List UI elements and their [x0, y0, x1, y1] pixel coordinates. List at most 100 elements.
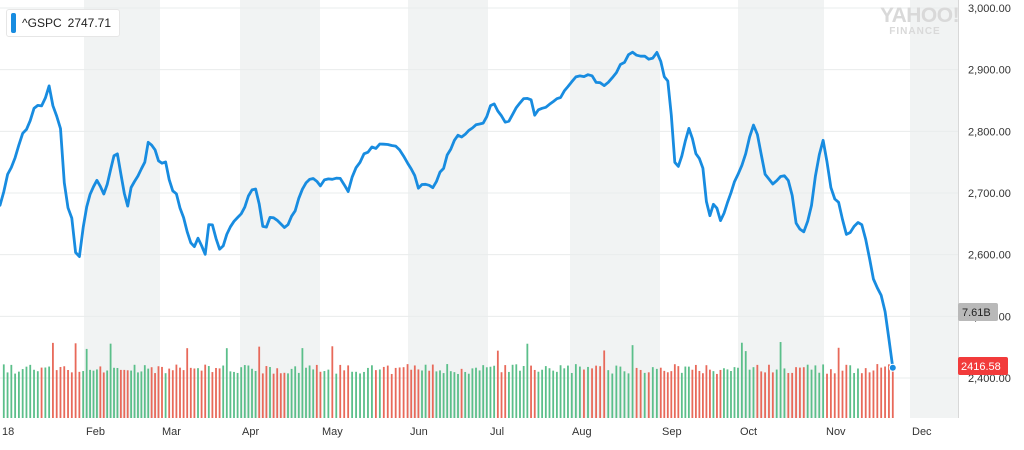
volume-bar	[496, 350, 499, 418]
volume-bar	[515, 364, 518, 418]
volume-bar	[327, 369, 330, 418]
volume-bar	[59, 366, 62, 418]
yahoo-finance-logo: YAHOO! FINANCE	[880, 5, 960, 37]
volume-bar	[331, 346, 334, 418]
volume-bar	[482, 365, 485, 418]
month-band	[910, 0, 958, 418]
volume-bar	[639, 369, 642, 418]
volume-bar	[312, 369, 315, 418]
volume-bar	[698, 370, 701, 418]
y-tick-label: 3,000.00	[968, 3, 1011, 15]
volume-bar	[453, 372, 456, 418]
volume-bar	[659, 367, 662, 418]
volume-bar	[555, 371, 558, 418]
volume-bar	[335, 373, 338, 418]
y-tick-label: 2,700.00	[968, 188, 1011, 200]
volume-bar	[315, 364, 318, 418]
volume-bar	[559, 365, 562, 418]
volume-bar	[716, 373, 718, 418]
volume-bar	[48, 366, 51, 418]
volume-bar	[18, 371, 20, 418]
volume-bar	[351, 371, 354, 418]
volume-bar	[339, 364, 342, 418]
volume-bar	[161, 366, 163, 418]
volume-bar	[106, 370, 109, 418]
volume-bar	[783, 368, 786, 418]
volume-bar	[860, 373, 863, 418]
volume-bar	[884, 366, 886, 418]
volume-bar	[537, 371, 540, 418]
volume-bar	[740, 342, 743, 418]
volume-bar	[417, 369, 420, 418]
volume-bar	[130, 370, 133, 418]
volume-bar	[464, 371, 467, 418]
volume-bar	[236, 372, 239, 418]
x-tick-label: 18	[2, 426, 14, 438]
volume-bar	[359, 373, 361, 418]
volume-bar	[347, 365, 350, 418]
volume-bar	[406, 364, 409, 418]
volume-bar	[431, 364, 434, 418]
volume-bar	[541, 369, 544, 418]
volume-bar	[849, 365, 852, 418]
y-tick-label: 2,800.00	[968, 126, 1011, 138]
volume-bar	[478, 370, 481, 418]
volume-bar	[670, 371, 673, 418]
volume-bar	[367, 367, 369, 418]
volume-bar	[265, 366, 268, 418]
volume-bar	[410, 369, 413, 418]
volume-bar	[822, 364, 825, 418]
volume-bar	[595, 365, 597, 418]
volume-bar	[378, 369, 381, 418]
legend[interactable]: ^GSPC 2747.71	[6, 9, 121, 37]
volume-bar	[272, 373, 275, 418]
volume-bar	[663, 370, 666, 418]
volume-bar	[171, 370, 174, 418]
volume-bar	[691, 369, 694, 418]
volume-bar	[355, 371, 357, 418]
volume-bar	[78, 371, 81, 418]
volume-bar	[872, 370, 875, 418]
volume-bar	[29, 364, 32, 418]
volume-bar	[764, 372, 766, 418]
volume-bar	[680, 372, 683, 418]
volume-bar	[533, 369, 536, 418]
volume-bar	[673, 364, 676, 418]
volume-bar	[548, 368, 551, 418]
volume-bar	[294, 366, 297, 418]
volume-bar	[390, 373, 393, 418]
volume-bar	[552, 370, 555, 418]
volume-bar	[147, 368, 150, 418]
volume-bar	[471, 368, 474, 418]
volume-bar	[467, 373, 470, 418]
volume-bar	[44, 367, 47, 418]
volume-bar	[591, 368, 593, 418]
volume-bar	[737, 367, 739, 418]
volume-badge	[958, 303, 998, 321]
volume-bar	[655, 368, 658, 418]
volume-bar	[814, 365, 817, 418]
volume-bar	[845, 364, 848, 418]
volume-bar	[643, 372, 646, 418]
x-tick-label: Sep	[662, 426, 682, 438]
volume-bar	[287, 373, 289, 418]
volume-bar	[305, 367, 307, 418]
volume-bar	[157, 366, 160, 418]
volume-bar	[211, 372, 214, 418]
volume-bar	[222, 365, 225, 418]
volume-bar	[868, 372, 871, 418]
last-point-marker	[888, 363, 897, 372]
volume-bar	[563, 368, 566, 418]
volume-bar	[460, 368, 463, 418]
volume-bar	[92, 370, 95, 418]
volume-bar	[880, 367, 883, 418]
volume-bar	[154, 373, 156, 418]
volume-bar	[164, 373, 167, 418]
volume-bar	[818, 372, 821, 418]
volume-bar	[719, 369, 722, 418]
volume-bar	[748, 369, 751, 418]
volume-bar	[611, 373, 614, 418]
volume-bar	[85, 348, 88, 418]
volume-bar	[712, 371, 715, 418]
volume-bar	[888, 364, 890, 418]
